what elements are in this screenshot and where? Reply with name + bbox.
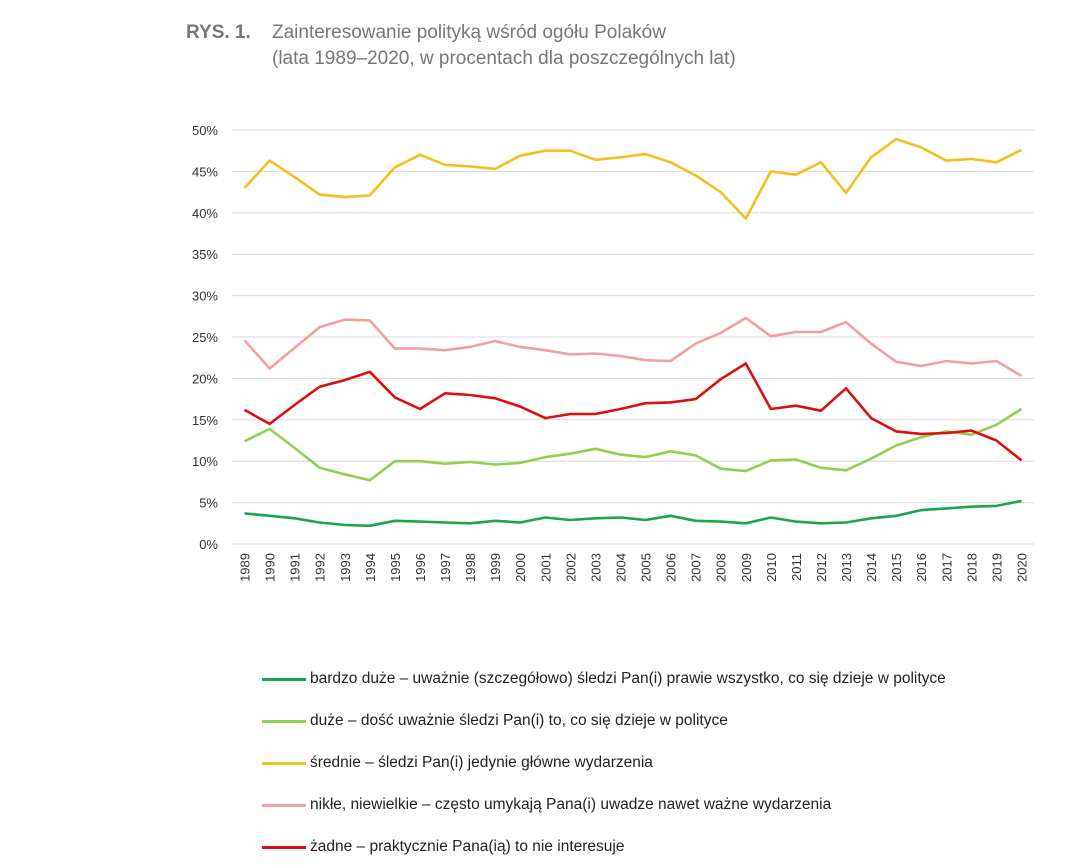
x-tick-label: 1996 (413, 553, 428, 582)
x-tick-label: 2018 (964, 553, 979, 582)
y-tick-label: 10% (192, 454, 218, 469)
legend-label: nikłe, niewielkie – często umykają Pana(… (310, 796, 832, 813)
legend-swatch (262, 761, 306, 765)
legend-item-1: bardzo duże – uważnie (szczegółowo) śled… (262, 658, 946, 700)
x-tick-label: 1990 (263, 553, 278, 582)
legend-label: bardzo duże – uważnie (szczegółowo) śled… (310, 670, 946, 687)
x-tick-label: 2006 (664, 553, 679, 582)
chart-title-line1: Zainteresowanie polityką wśród ogółu Pol… (272, 22, 666, 43)
y-tick-label: 30% (192, 289, 218, 304)
x-tick-label: 1999 (488, 553, 503, 582)
y-axis-labels: 0% 5% 10% 15% 20% 25% 30% 35% 40% 45% 50% (192, 123, 218, 552)
legend-item-5: żadne – praktycznie Pana(ią) to nie inte… (262, 826, 946, 868)
x-tick-label: 1989 (238, 553, 253, 582)
y-tick-label: 40% (192, 206, 218, 221)
gridlines (232, 129, 1034, 545)
x-tick-label: 2016 (914, 553, 929, 582)
legend: bardzo duże – uważnie (szczegółowo) śled… (262, 658, 946, 868)
series-line-5 (243, 362, 1023, 462)
x-tick-label: 2011 (789, 553, 804, 581)
legend-swatch (262, 677, 306, 681)
legend-label: żadne – praktycznie Pana(ią) to nie inte… (310, 838, 625, 855)
x-tick-label: 1992 (313, 553, 328, 582)
x-tick-label: 2010 (764, 553, 779, 582)
x-tick-label: 2001 (538, 553, 553, 582)
legend-swatch (262, 803, 306, 807)
y-tick-label: 15% (192, 413, 218, 428)
y-tick-label: 50% (192, 123, 218, 138)
x-tick-label: 2014 (864, 553, 879, 582)
chart-title-line2: (lata 1989–2020, w procentach dla poszcz… (272, 48, 736, 69)
x-tick-label: 1991 (288, 553, 303, 582)
x-tick-label: 2015 (889, 553, 904, 582)
series-lines (243, 137, 1023, 528)
x-tick-label: 2000 (513, 553, 528, 582)
y-tick-label: 5% (199, 496, 218, 511)
line-chart: 0% 5% 10% 15% 20% 25% 30% 35% 40% 45% 50% 1989 1990… (192, 123, 1034, 582)
x-tick-label: 1994 (363, 553, 378, 582)
x-tick-label: 2005 (639, 553, 654, 582)
x-tick-label: 2002 (563, 553, 578, 582)
legend-swatch (262, 845, 306, 849)
x-tick-label: 2017 (939, 553, 954, 582)
legend-label: średnie – śledzi Pan(i) jedynie główne w… (310, 754, 653, 771)
x-tick-label: 2019 (989, 553, 1004, 582)
x-tick-label: 2008 (714, 553, 729, 582)
y-tick-label: 0% (199, 537, 218, 552)
series-line-1 (244, 499, 1022, 528)
legend-label: duże – dość uważnie śledzi Pan(i) to, co… (310, 712, 728, 729)
y-tick-label: 35% (192, 247, 218, 262)
legend-swatch (262, 719, 306, 723)
x-tick-label: 2020 (1014, 553, 1029, 582)
series-line-3 (243, 137, 1023, 220)
x-axis-labels: 1989 1990 1991 1992 1993 1994 1995 1996 1997 1998… (238, 553, 1030, 582)
figure-label: RYS. 1. (186, 22, 251, 43)
x-tick-label: 2009 (739, 553, 754, 582)
x-tick-label: 2003 (588, 553, 603, 582)
legend-item-4: nikłe, niewielkie – często umykają Pana(… (262, 784, 946, 826)
series-line-4 (243, 316, 1023, 378)
x-tick-label: 2007 (689, 553, 704, 582)
series-line-2 (243, 407, 1023, 482)
x-tick-label: 1995 (388, 553, 403, 582)
legend-item-2: duże – dość uważnie śledzi Pan(i) to, co… (262, 700, 946, 742)
y-tick-label: 25% (192, 330, 218, 345)
x-tick-label: 1993 (338, 553, 353, 582)
y-tick-label: 45% (192, 164, 218, 179)
x-tick-label: 1997 (438, 553, 453, 582)
x-tick-label: 2004 (613, 553, 628, 582)
x-tick-label: 2012 (814, 553, 829, 582)
y-tick-label: 20% (192, 371, 218, 386)
legend-item-3: średnie – śledzi Pan(i) jedynie główne w… (262, 742, 946, 784)
x-tick-label: 2013 (839, 553, 854, 582)
x-tick-label: 1998 (463, 553, 478, 582)
